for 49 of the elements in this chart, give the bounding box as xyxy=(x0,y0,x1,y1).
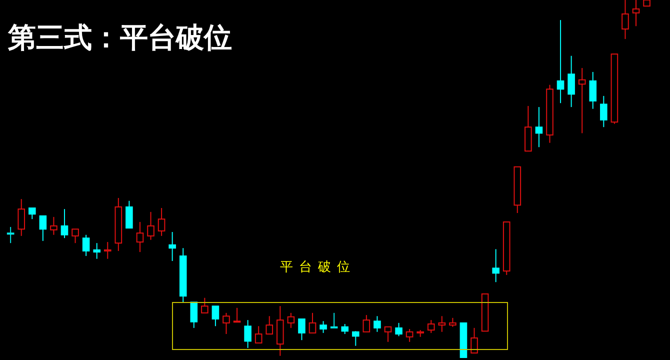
candlestick xyxy=(341,323,349,335)
candlestick xyxy=(308,312,316,334)
candlestick xyxy=(212,306,220,327)
candlestick xyxy=(244,320,252,348)
annotation: 平台破位 xyxy=(280,260,356,275)
candlestick xyxy=(136,221,144,253)
candlestick xyxy=(104,242,112,260)
candlestick xyxy=(362,314,370,332)
candlestick xyxy=(298,318,306,341)
candlestick xyxy=(147,211,154,240)
candlestick xyxy=(589,71,597,110)
candlestick xyxy=(6,226,14,244)
candlestick xyxy=(578,68,586,134)
candlestick xyxy=(201,297,208,314)
candlestick xyxy=(352,330,360,346)
candlestick xyxy=(254,326,262,344)
candlestick xyxy=(384,326,392,342)
candlestick xyxy=(233,307,241,323)
candlestick xyxy=(276,306,284,356)
candlestick xyxy=(158,208,166,236)
candlestick xyxy=(568,55,575,108)
candlestick xyxy=(18,198,26,236)
candlestick xyxy=(320,320,327,334)
candlestick xyxy=(524,105,532,152)
candlestick xyxy=(39,215,47,242)
candlestick xyxy=(287,312,295,328)
candlestick xyxy=(406,328,414,342)
candlestick xyxy=(126,200,133,229)
candlestick xyxy=(28,208,36,220)
candlestick xyxy=(50,216,58,236)
text: 第三式：平台破位 xyxy=(8,21,232,54)
candlestick xyxy=(395,322,402,337)
candlestick xyxy=(427,320,435,334)
candlestick xyxy=(535,106,543,148)
candlestick xyxy=(190,302,198,328)
candlestick xyxy=(470,327,478,354)
candlestick xyxy=(222,312,230,335)
candlestick xyxy=(374,316,381,332)
candlestick xyxy=(600,95,608,128)
candlestick xyxy=(72,228,79,244)
candlestick xyxy=(168,231,176,262)
candlestick xyxy=(492,248,500,283)
candlestick xyxy=(93,242,100,260)
candlestick xyxy=(438,316,446,332)
candlestick xyxy=(266,316,274,335)
candlestick xyxy=(82,234,90,256)
candlestick xyxy=(556,20,564,104)
candlestick xyxy=(330,312,338,328)
candlestick xyxy=(60,208,68,239)
